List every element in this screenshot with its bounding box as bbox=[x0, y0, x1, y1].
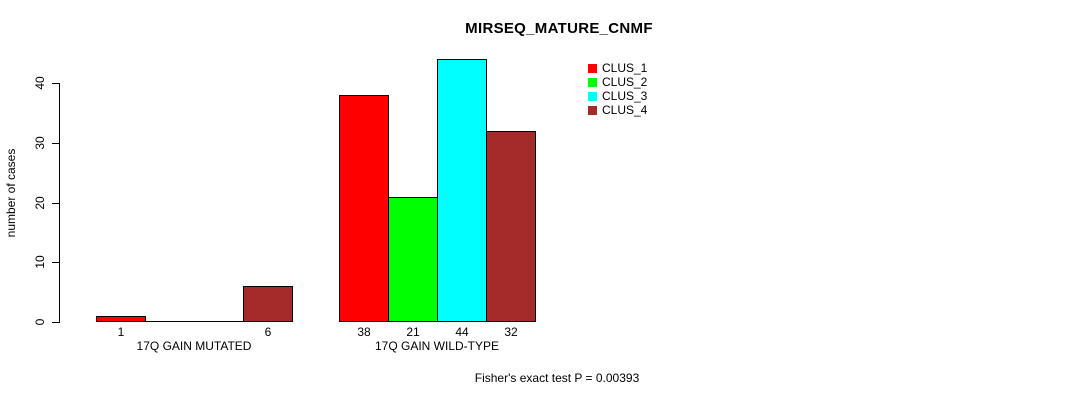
bar-clus_1 bbox=[96, 316, 146, 322]
bar-value-label: 21 bbox=[406, 325, 420, 339]
legend-item: CLUS_4 bbox=[588, 103, 648, 117]
y-tick-label: 20 bbox=[33, 196, 47, 210]
y-axis-line bbox=[59, 83, 60, 323]
y-tick-label: 40 bbox=[33, 76, 47, 90]
y-tick-mark bbox=[52, 83, 59, 84]
group-label: 17Q GAIN WILD-TYPE bbox=[374, 339, 500, 353]
bar-clus_3 bbox=[437, 59, 487, 322]
y-tick-label: 10 bbox=[33, 255, 47, 269]
legend-item: CLUS_2 bbox=[588, 75, 648, 89]
legend-swatch-clus_3 bbox=[588, 91, 597, 101]
bar-clus_4 bbox=[243, 286, 293, 322]
y-tick-mark bbox=[52, 322, 59, 323]
legend-swatch-clus_1 bbox=[588, 63, 597, 73]
legend-label: CLUS_3 bbox=[602, 89, 648, 103]
bar-value-label: 38 bbox=[357, 325, 371, 339]
y-tick-mark bbox=[52, 203, 59, 204]
legend-swatch-clus_4 bbox=[588, 105, 597, 115]
chart-title: MIRSEQ_MATURE_CNMF bbox=[465, 20, 653, 37]
group-label: 17Q GAIN MUTATED bbox=[136, 339, 252, 353]
bar-value-label: 1 bbox=[117, 325, 125, 339]
y-tick-label: 30 bbox=[33, 136, 47, 150]
stat-test-note: Fisher's exact test P = 0.00393 bbox=[474, 371, 640, 385]
bar-clus_4 bbox=[486, 131, 536, 322]
legend-item: CLUS_3 bbox=[588, 89, 648, 103]
bar-clus_2 bbox=[388, 197, 438, 322]
y-tick-label: 0 bbox=[33, 318, 47, 326]
bar-clus_1 bbox=[339, 95, 389, 322]
zero-height-bar-clus_3 bbox=[194, 321, 244, 322]
y-axis-label: number of cases bbox=[4, 148, 18, 238]
zero-height-bar-clus_2 bbox=[145, 321, 195, 322]
y-tick-mark bbox=[52, 262, 59, 263]
legend-swatch-clus_2 bbox=[588, 77, 597, 87]
y-tick-mark bbox=[52, 143, 59, 144]
legend-label: CLUS_1 bbox=[602, 61, 648, 75]
bar-value-label: 32 bbox=[504, 325, 518, 339]
bar-value-label: 44 bbox=[455, 325, 469, 339]
legend-label: CLUS_4 bbox=[602, 103, 648, 117]
legend-label: CLUS_2 bbox=[602, 75, 648, 89]
bar-value-label: 6 bbox=[264, 325, 272, 339]
legend-item: CLUS_1 bbox=[588, 61, 648, 75]
